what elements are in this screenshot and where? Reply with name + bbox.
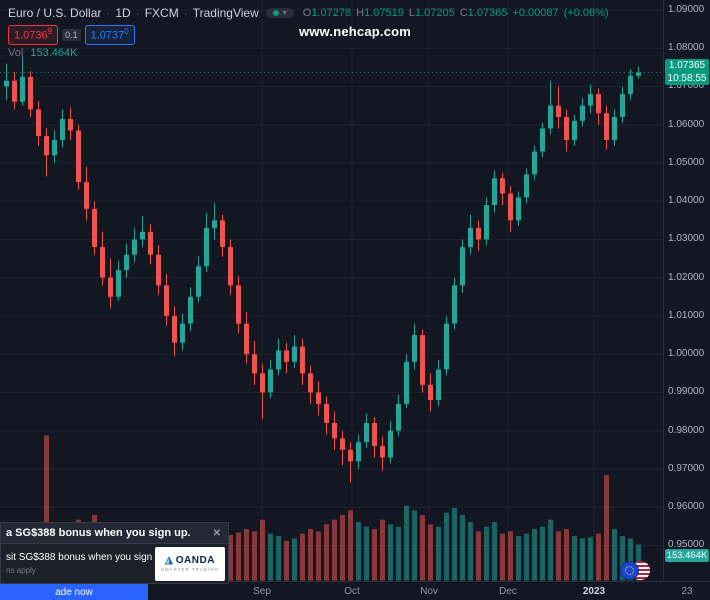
time-axis-label: 23 [681, 586, 693, 597]
candlestick-chart [0, 0, 663, 581]
change-percent: (+0.08%) [563, 7, 609, 19]
sell-button[interactable]: 1.07369 [8, 25, 59, 45]
ad-banner-body: sit SG$388 bonus when you sign up. ns ap… [0, 544, 229, 584]
close-label: C [459, 7, 468, 19]
separator-dot: · [135, 6, 140, 20]
brand-label[interactable]: TradingView [192, 6, 259, 20]
price-axis-label: 1.03000 [668, 233, 705, 245]
price-axis-label: 1.04000 [668, 195, 705, 207]
price-axis-label: 1.09000 [668, 3, 705, 15]
price-axis-label: 1.07000 [668, 80, 705, 92]
volume-axis-badge: 153.464K [665, 549, 709, 562]
volume-legend[interactable]: Vol 153.464K [8, 47, 77, 59]
price-axis[interactable]: 1.07365 10:58:55 153.464K 1.09000 1.08000… [663, 0, 710, 581]
current-price-badge: 1.07365 10:58:55 [665, 59, 709, 86]
open-label: O [302, 7, 312, 19]
price-axis-label: 1.01000 [668, 309, 705, 321]
ohlc-values: O1.07278 H1.07519 L1.07205 C1.07365 +0.0… [303, 7, 609, 19]
ad-headline: a SG$388 bonus when you sign up. [6, 527, 191, 539]
close-value: 1.07365 [467, 7, 508, 19]
price-axis-label: 1.02000 [668, 271, 705, 283]
low-value: 1.07205 [414, 7, 455, 19]
eu-flag-icon [620, 561, 639, 580]
symbol-title[interactable]: Euro / U.S. Dollar [8, 6, 102, 20]
time-axis-label: 2023 [582, 586, 606, 597]
time-axis[interactable]: Sep Oct Nov Dec 2023 23 [0, 581, 710, 600]
watermark-text: www.nehcap.com [298, 24, 412, 39]
ad-close-button[interactable]: ✕ [212, 527, 221, 539]
chart-pane[interactable] [0, 0, 663, 581]
symbol-legend: Euro / U.S. Dollar · 1D · FXCM · Trading… [8, 6, 609, 20]
buy-button[interactable]: 1.07370 [84, 25, 135, 45]
price-axis-label: 0.98000 [668, 424, 705, 436]
oanda-logo[interactable]: ◮ OANDA SMARTER TRADING [155, 546, 225, 581]
price-axis-label: 0.97000 [668, 462, 705, 474]
price-axis-label: 1.08000 [668, 42, 705, 54]
price-axis-label: 0.96000 [668, 501, 705, 513]
market-status-pill[interactable]: ▾ [265, 8, 294, 18]
high-value: 1.07519 [364, 7, 404, 19]
buy-sell-widget: 1.07369 0.1 1.07370 [8, 25, 135, 45]
spread-value: 0.1 [62, 28, 81, 41]
oanda-logo-icon: ◮ [165, 554, 173, 566]
time-axis-label: Sep [253, 586, 271, 597]
price-axis-label: 1.05000 [668, 156, 705, 168]
low-label: L [408, 7, 415, 19]
ad-trade-now-button[interactable]: ade now [0, 584, 148, 600]
separator-dot: · [183, 6, 188, 20]
volume-label: Vol [8, 47, 24, 59]
market-open-dot-icon [272, 10, 279, 16]
oanda-logo-text: OANDA [175, 555, 215, 566]
separator-dot: · [106, 6, 111, 20]
change-value: +0.00087 [512, 7, 559, 19]
time-axis-label: Dec [499, 586, 517, 597]
price-axis-label: 1.06000 [668, 118, 705, 130]
time-axis-label: Nov [420, 586, 438, 597]
high-label: H [356, 7, 365, 19]
chevron-down-icon: ▾ [282, 8, 287, 17]
ad-terms-text: ns apply [6, 566, 36, 575]
oanda-tagline: SMARTER TRADING [160, 567, 220, 572]
price-axis-label: 0.95000 [668, 539, 705, 551]
price-axis-label: 0.99000 [668, 386, 705, 398]
ad-offer-text: sit SG$388 bonus when you sign up. [6, 552, 155, 563]
ad-banner: a SG$388 bonus when you sign up. ✕ sit S… [0, 522, 229, 600]
current-price-value: 1.07365 [668, 60, 706, 72]
volume-value: 153.464K [30, 47, 78, 59]
open-value: 1.07278 [311, 7, 352, 19]
price-axis-label: 1.00000 [668, 348, 705, 360]
symbol-flags-icon [620, 561, 652, 581]
interval-label[interactable]: 1D [115, 6, 131, 20]
ad-banner-top: a SG$388 bonus when you sign up. ✕ [0, 522, 229, 544]
time-axis-label: Oct [344, 586, 360, 597]
exchange-label: FXCM [144, 6, 179, 20]
bar-countdown: 10:58:55 [667, 73, 707, 85]
